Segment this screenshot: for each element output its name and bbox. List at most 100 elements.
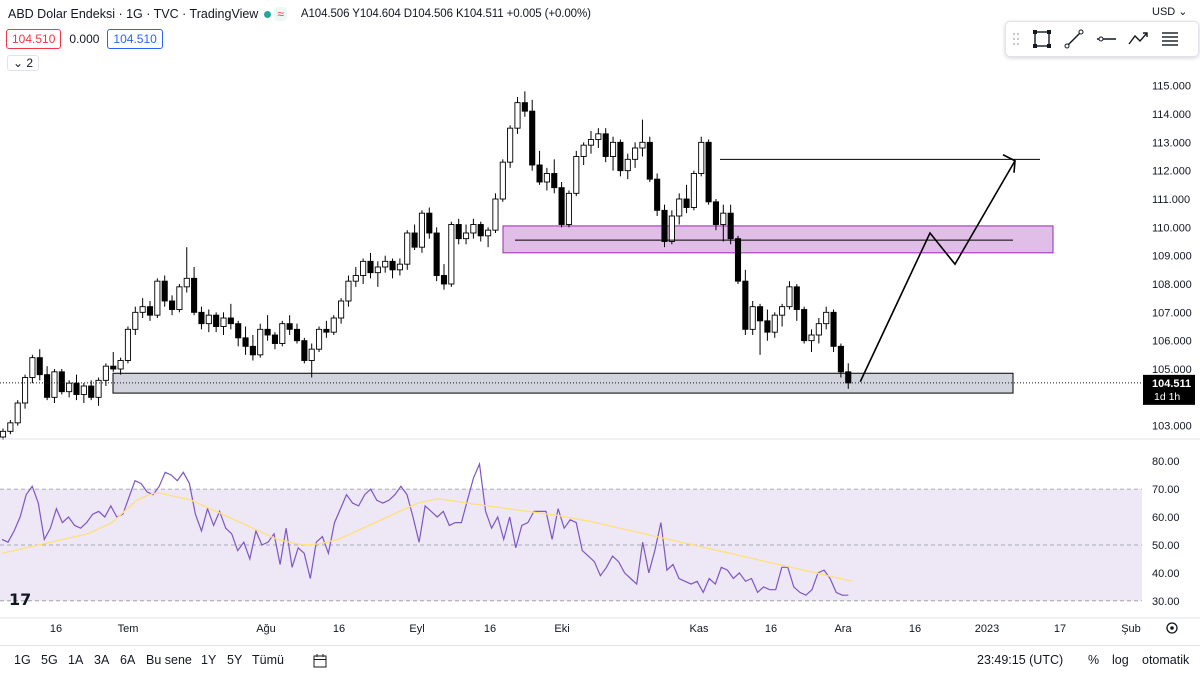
time-tick-label: Eki bbox=[554, 623, 569, 635]
candle-body bbox=[690, 173, 697, 208]
candle-body bbox=[727, 212, 734, 240]
candle bbox=[573, 150, 580, 197]
timeframe-1y[interactable]: 1Y bbox=[201, 653, 217, 667]
candle-body bbox=[499, 161, 506, 200]
time-tick-label: 16 bbox=[484, 623, 496, 635]
clock[interactable]: 23:49:15 (UTC) bbox=[977, 653, 1064, 667]
time-tick-label: Şub bbox=[1121, 623, 1141, 635]
candle bbox=[815, 318, 822, 344]
timeframe-5g[interactable]: 5G bbox=[41, 653, 58, 667]
candle bbox=[529, 99, 536, 171]
sell-button[interactable]: 104.510 bbox=[6, 29, 62, 49]
candle bbox=[308, 343, 315, 378]
candle bbox=[102, 363, 109, 386]
candle-body bbox=[646, 141, 653, 180]
buy-button[interactable]: 104.510 bbox=[107, 29, 163, 49]
price-tick-label: 105.000 bbox=[1152, 364, 1192, 376]
candle-body bbox=[117, 360, 124, 370]
candle-body bbox=[22, 377, 29, 404]
candle bbox=[801, 306, 808, 344]
candle bbox=[565, 190, 572, 228]
timeframe-6a[interactable]: 6A bbox=[120, 653, 136, 667]
price-tick-label: 109.000 bbox=[1152, 251, 1192, 263]
candle bbox=[558, 182, 565, 228]
candle bbox=[58, 369, 65, 395]
candle bbox=[742, 269, 749, 335]
candle bbox=[749, 301, 756, 335]
candle-body bbox=[330, 317, 337, 333]
candle-body bbox=[536, 164, 543, 183]
time-tick-label: 16 bbox=[909, 623, 921, 635]
candle bbox=[264, 315, 271, 341]
candle bbox=[485, 227, 492, 248]
candle-body bbox=[44, 374, 51, 398]
candle-body bbox=[198, 311, 205, 325]
auto-scale-toggle[interactable]: otomatik bbox=[1142, 653, 1190, 667]
candle bbox=[690, 170, 697, 211]
candle-body bbox=[742, 280, 749, 330]
candle bbox=[463, 224, 470, 245]
candle-body bbox=[301, 340, 308, 361]
candle-body bbox=[470, 224, 477, 234]
rsi-pane: 17 bbox=[0, 461, 1142, 609]
log-toggle[interactable]: log bbox=[1112, 653, 1129, 667]
currency-selector[interactable]: USD ⌄ bbox=[1152, 5, 1188, 18]
candle bbox=[823, 306, 830, 330]
candle bbox=[213, 312, 220, 333]
indicator-count: 2 bbox=[26, 56, 34, 70]
candle-body bbox=[264, 328, 271, 336]
candle bbox=[154, 278, 161, 318]
date-range-icon[interactable] bbox=[312, 653, 328, 672]
drag-handle-icon[interactable] bbox=[1006, 23, 1026, 55]
candle-body bbox=[433, 232, 440, 276]
candle-body bbox=[455, 224, 462, 240]
timeframe-ytd[interactable]: Bu sene bbox=[146, 653, 192, 667]
candle-body bbox=[345, 280, 352, 302]
price-tick-label: 112.000 bbox=[1152, 166, 1191, 178]
timeframe-5y[interactable]: 5Y bbox=[227, 653, 243, 667]
candle bbox=[668, 210, 675, 245]
candle-body bbox=[73, 382, 80, 395]
candle-body bbox=[793, 286, 800, 310]
candle bbox=[117, 357, 124, 375]
candle-body bbox=[316, 328, 323, 350]
trend-line-tool-icon[interactable] bbox=[1058, 23, 1090, 55]
projection-path bbox=[859, 160, 1016, 383]
menu-lines-icon[interactable] bbox=[1154, 23, 1186, 55]
candle-body bbox=[374, 266, 381, 274]
candle-body bbox=[404, 232, 411, 265]
candle-body bbox=[411, 232, 418, 248]
timeframe-all[interactable]: Tümü bbox=[252, 653, 284, 667]
symbol-title[interactable]: ABD Dolar Endeksi · 1G · TVC · TradingVi… bbox=[8, 7, 259, 21]
currency-label: USD bbox=[1152, 6, 1176, 18]
indicators-toggle[interactable]: ⌄ 2 bbox=[7, 55, 40, 71]
percent-toggle[interactable]: % bbox=[1088, 653, 1100, 667]
candle bbox=[698, 136, 705, 177]
candle-body bbox=[587, 139, 595, 146]
candle bbox=[433, 227, 440, 282]
candle-body bbox=[95, 379, 102, 398]
candle bbox=[338, 298, 345, 324]
candle bbox=[551, 159, 558, 194]
candle-body bbox=[477, 224, 484, 237]
timeframe-1a[interactable]: 1A bbox=[68, 653, 84, 667]
candle bbox=[771, 312, 778, 338]
time-tick-label: Kas bbox=[690, 623, 709, 635]
candle bbox=[440, 264, 448, 290]
horizontal-ray-tool-icon[interactable] bbox=[1090, 23, 1122, 55]
candle bbox=[198, 306, 205, 330]
candle bbox=[757, 303, 764, 355]
candle bbox=[14, 400, 21, 426]
candle-body bbox=[529, 110, 536, 166]
timeframe-3a[interactable]: 3A bbox=[94, 653, 110, 667]
candle-body bbox=[110, 365, 117, 370]
candle bbox=[73, 374, 80, 401]
timeframe-1g[interactable]: 1G bbox=[14, 653, 31, 667]
candle bbox=[176, 284, 183, 313]
candle-body bbox=[235, 323, 242, 339]
candle-body bbox=[632, 147, 639, 160]
rectangle-tool-icon[interactable] bbox=[1026, 23, 1058, 55]
rsi-tick-label: 80.00 bbox=[1152, 456, 1180, 468]
path-tool-icon[interactable] bbox=[1122, 23, 1154, 55]
